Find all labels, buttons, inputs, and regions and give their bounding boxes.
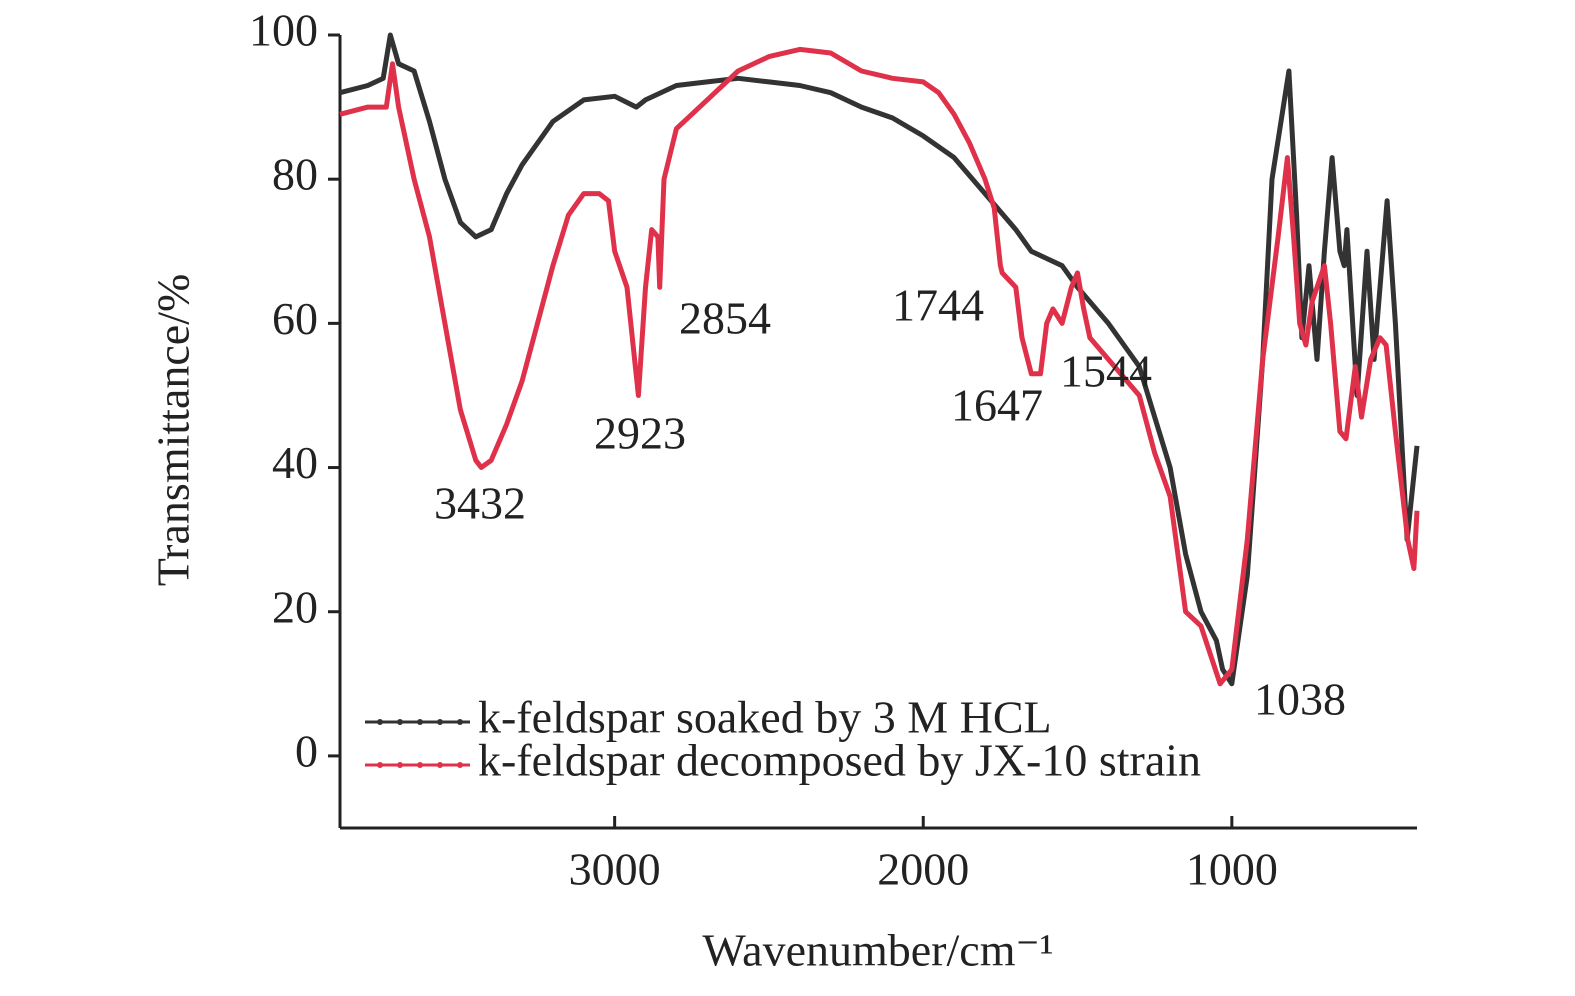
y-tick-label: 60 [272,293,318,344]
legend-marker [457,762,463,768]
y-tick-label: 40 [272,437,318,488]
legend-marker [417,719,423,725]
series-line [339,32,1420,687]
legend-marker [397,719,403,725]
legend-label: k-feldspar soaked by 3 M HCL [478,692,1052,743]
series-line [339,46,1420,687]
annotation: 2923 [594,408,686,459]
legend-label: k-feldspar decomposed by JX-10 strain [478,735,1201,786]
x-tick-label: 2000 [877,844,969,895]
y-tick-label: 20 [272,581,318,632]
legend-marker [437,719,443,725]
legend-marker [417,762,423,768]
y-tick-label: 100 [249,5,318,56]
y-axis-label: Transmittance/% [148,274,199,587]
x-tick-label: 1000 [1186,844,1278,895]
annotation: 1744 [892,280,984,331]
y-tick-label: 0 [295,725,318,776]
y-tick-label: 80 [272,149,318,200]
annotation: 2854 [679,293,771,344]
legend-marker [437,762,443,768]
legend-marker [377,762,383,768]
annotation: 1038 [1254,674,1346,725]
annotation: 1647 [951,380,1043,431]
x-axis-label: Wavenumber/cm⁻¹ [702,925,1053,976]
legend-marker [377,719,383,725]
legend-marker [397,762,403,768]
annotation: 3432 [434,478,526,529]
annotation: 1544 [1060,346,1152,397]
x-tick-label: 3000 [569,844,661,895]
legend-marker [457,719,463,725]
